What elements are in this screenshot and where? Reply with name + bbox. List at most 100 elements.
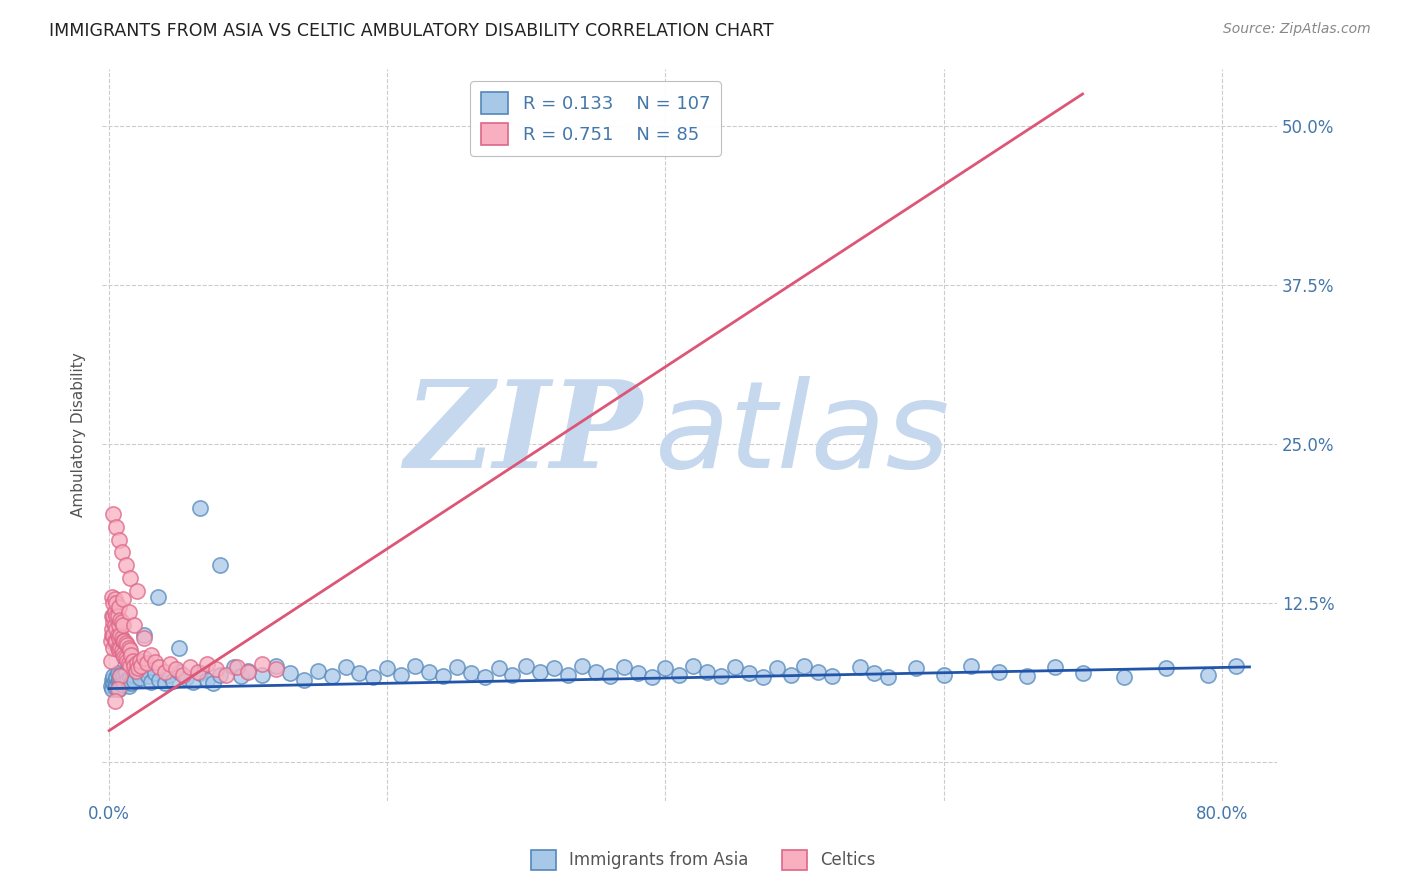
Point [159,657,181,672]
Point [375,661,398,675]
Point [115,558,138,572]
Point [101,609,124,624]
Point [107,628,129,642]
Point [779,667,801,681]
Point [120,676,142,690]
Point [101,590,124,604]
Point [167,640,190,655]
Point [307,664,329,678]
Point [117,638,139,652]
Point [165,663,187,677]
Point [125,583,148,598]
Point [105,678,128,692]
Point [668,667,690,681]
Point [751,670,773,684]
Point [104,618,127,632]
Point [105,634,128,648]
Point [231,669,253,683]
Point [849,660,872,674]
Point [724,660,747,674]
Point [110,613,132,627]
Point [205,663,228,677]
Point [209,667,232,681]
Point [877,670,900,684]
Point [188,666,211,681]
Point [108,618,131,632]
Point [571,658,593,673]
Point [765,661,787,675]
Point [529,665,551,679]
Point [162,673,184,688]
Point [105,596,128,610]
Legend: R = 0.133    N = 107, R = 0.751    N = 85: R = 0.133 N = 107, R = 0.751 N = 85 [471,81,721,156]
Point [127,661,149,675]
Point [215,667,238,681]
Point [389,667,412,681]
Point [1043,660,1066,674]
Point [1154,661,1177,675]
Point [101,622,124,636]
Point [108,673,131,687]
Point [101,681,124,696]
Point [960,658,983,673]
Point [112,647,135,661]
Point [107,675,129,690]
Point [124,664,146,678]
Point [105,622,128,636]
Point [1225,658,1247,673]
Point [132,663,155,677]
Point [128,672,150,686]
Point [105,520,128,534]
Legend: Immigrants from Asia, Celtics: Immigrants from Asia, Celtics [524,843,882,877]
Point [250,657,273,672]
Point [125,656,148,670]
Point [122,618,145,632]
Point [101,673,124,687]
Point [793,658,815,673]
Point [143,655,166,669]
Point [111,643,134,657]
Point [174,672,197,686]
Point [349,666,371,681]
Point [112,669,135,683]
Point [114,675,136,690]
Point [122,673,145,688]
Point [111,615,134,630]
Point [557,667,579,681]
Point [117,605,139,619]
Point [107,640,129,655]
Point [1015,669,1038,683]
Point [682,658,704,673]
Point [110,628,132,642]
Point [105,670,128,684]
Point [585,665,607,679]
Text: ZIP: ZIP [405,376,643,494]
Point [1197,667,1219,681]
Point [139,648,162,663]
Point [114,649,136,664]
Point [226,660,249,674]
Point [474,670,496,684]
Point [117,640,139,655]
Point [100,654,122,668]
Point [111,673,134,688]
Point [108,631,131,645]
Point [432,669,454,683]
Point [195,673,218,687]
Point [103,596,125,610]
Point [1114,670,1136,684]
Point [363,670,385,684]
Text: Source: ZipAtlas.com: Source: ZipAtlas.com [1223,22,1371,37]
Text: atlas: atlas [654,376,950,493]
Point [135,656,157,670]
Point [264,663,287,677]
Point [110,676,132,690]
Point [202,676,225,690]
Point [250,667,273,681]
Text: IMMIGRANTS FROM ASIA VS CELTIC AMBULATORY DISABILITY CORRELATION CHART: IMMIGRANTS FROM ASIA VS CELTIC AMBULATOR… [49,22,773,40]
Point [103,615,125,630]
Point [104,605,127,619]
Point [335,660,357,674]
Point [188,500,211,515]
Point [103,676,125,690]
